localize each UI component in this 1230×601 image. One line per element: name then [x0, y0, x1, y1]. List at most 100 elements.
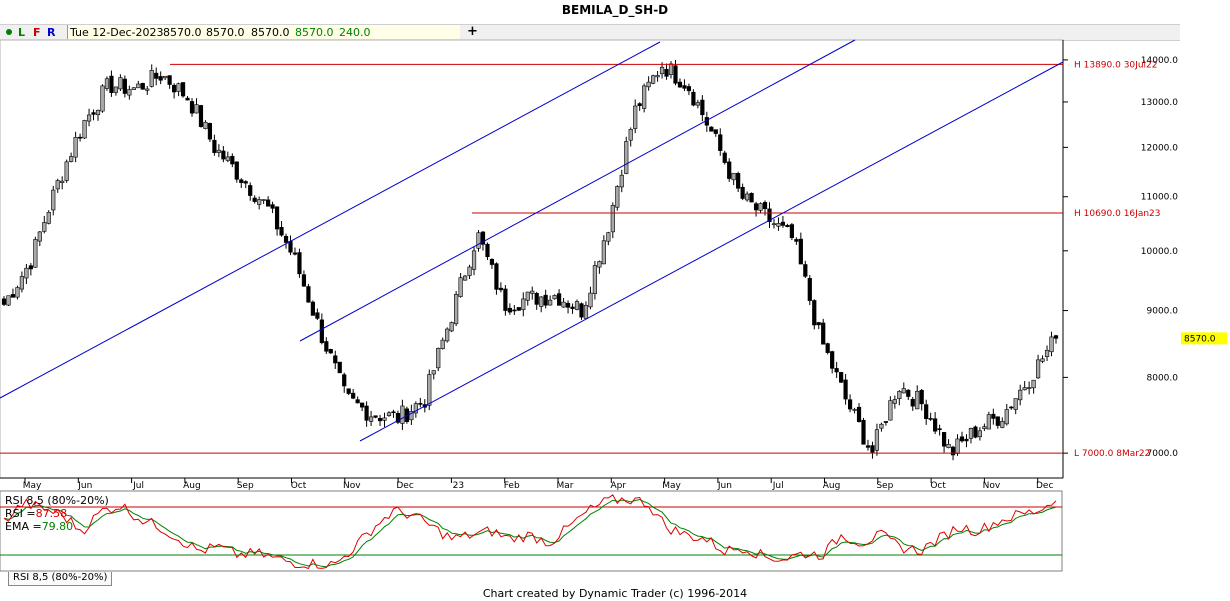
candle [261, 199, 266, 201]
candle [431, 370, 436, 375]
candle [525, 291, 530, 301]
x-tick-label: Apr [611, 481, 627, 491]
candle [33, 239, 38, 268]
candle [655, 75, 660, 78]
candle [812, 300, 817, 326]
candle [1022, 387, 1027, 391]
candle [78, 136, 83, 139]
candle [888, 400, 893, 421]
candle [982, 426, 987, 429]
candle [346, 388, 351, 394]
candle [1004, 409, 1009, 425]
candle [950, 446, 956, 456]
candle [592, 265, 598, 294]
level-label: L 7000.0 8Mar22 [1074, 449, 1150, 459]
rsi-legend-label: RSI = [5, 507, 36, 520]
candle [333, 355, 338, 364]
candle [941, 432, 947, 447]
candle [454, 293, 459, 325]
candle [498, 287, 504, 291]
y-tick-label: 7000.0 [1147, 449, 1179, 459]
x-tick-label: Nov [343, 481, 361, 491]
candle [283, 235, 289, 243]
candle [368, 416, 374, 422]
candle [507, 307, 512, 313]
candle [19, 276, 25, 290]
candle [288, 241, 293, 253]
candle [521, 298, 526, 310]
rsi-legend-row: RSI =87.58 [5, 507, 67, 520]
candle [436, 347, 441, 369]
candle [852, 409, 857, 411]
candle [122, 78, 127, 94]
bar-date: Tue 12-Dec-2023 [70, 26, 164, 39]
candle [556, 293, 562, 306]
candle [897, 391, 902, 399]
candle [1, 298, 7, 305]
ema-legend-row: EMA =79.80 [5, 520, 73, 533]
candle [315, 312, 320, 319]
toggle-l[interactable]: L [18, 26, 26, 39]
x-tick-label: May [662, 481, 681, 491]
x-tick-label: Jun [717, 481, 732, 491]
channel-line-middle [299, 39, 856, 342]
candle [798, 238, 803, 265]
candle [901, 388, 906, 394]
x-tick-label: Nov [983, 481, 1001, 491]
y-tick-label: 12000.0 [1141, 143, 1178, 153]
candle [579, 303, 584, 318]
candle [37, 231, 42, 242]
x-tick-label: Sep [876, 481, 893, 491]
candle [131, 87, 136, 90]
x-tick-label: May [23, 481, 42, 491]
candle [530, 290, 535, 294]
toggle-f[interactable]: F [33, 26, 41, 39]
candle [69, 156, 74, 162]
rsi-panel-frame [0, 490, 1063, 572]
candle [637, 103, 642, 107]
candle [391, 411, 396, 414]
candle [471, 250, 477, 270]
candle [86, 114, 92, 122]
candle [386, 412, 392, 416]
candle [10, 294, 16, 298]
toggle-r[interactable]: R [47, 26, 56, 39]
candle [583, 305, 589, 319]
candle [906, 389, 911, 397]
candle [360, 402, 365, 408]
candle [794, 239, 799, 242]
candle [306, 286, 311, 303]
candle [1000, 421, 1005, 428]
candle [458, 277, 463, 297]
candle [686, 86, 692, 92]
candle [60, 180, 65, 183]
bar-low: 8570.0 [251, 26, 290, 39]
plus-icon[interactable]: + [467, 24, 478, 39]
y-tick-label: 10000.0 [1141, 247, 1178, 257]
channel-line-upper [0, 41, 661, 399]
candle [718, 134, 723, 151]
candle [73, 137, 78, 158]
x-tick-label: Sep [237, 481, 254, 491]
indicator-tab[interactable]: RSI 8,5 (80%-20%) [8, 572, 113, 586]
candle [565, 302, 571, 308]
x-tick-label: Jul [132, 481, 144, 491]
candle [104, 78, 110, 89]
candle [149, 70, 154, 87]
candle [861, 419, 866, 445]
candle [758, 203, 763, 211]
rsi-legend-value: 87.58 [35, 507, 68, 520]
candle [310, 301, 315, 316]
y-tick-label: 11000.0 [1141, 193, 1178, 203]
candle [642, 85, 647, 109]
rsi-legend-title: RSI 8,5 (80%-20%) [5, 494, 109, 507]
x-tick-label: Jun [77, 481, 92, 491]
candle [709, 126, 714, 132]
candle [825, 343, 830, 353]
candle [279, 227, 284, 236]
candle [64, 161, 69, 181]
candle [95, 109, 101, 116]
candle [736, 173, 741, 189]
candle [55, 180, 60, 190]
